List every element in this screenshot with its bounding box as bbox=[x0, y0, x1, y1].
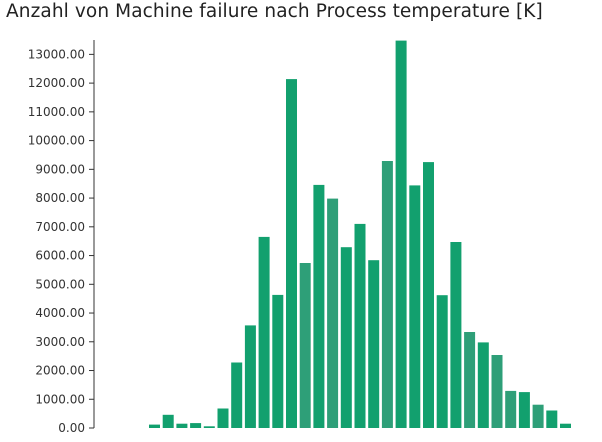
bar[interactable] bbox=[327, 198, 339, 428]
bar[interactable] bbox=[340, 247, 352, 428]
bar[interactable] bbox=[518, 392, 530, 428]
y-tick-label: 4000.00 bbox=[35, 306, 85, 320]
bar[interactable] bbox=[505, 390, 517, 428]
bar[interactable] bbox=[217, 408, 229, 429]
bar[interactable] bbox=[368, 260, 380, 428]
y-tick-label: 2000.00 bbox=[35, 364, 85, 378]
bar[interactable] bbox=[286, 79, 297, 428]
y-tick-label: 0.00 bbox=[58, 421, 85, 435]
chart-title: Anzahl von Machine failure nach Process … bbox=[6, 1, 543, 22]
bar[interactable] bbox=[546, 410, 558, 429]
bar[interactable] bbox=[272, 294, 284, 428]
bar[interactable] bbox=[381, 161, 393, 428]
y-tick-label: 3000.00 bbox=[35, 335, 85, 349]
bar[interactable] bbox=[464, 332, 476, 428]
bar[interactable] bbox=[560, 423, 571, 428]
y-tick-label: 5000.00 bbox=[35, 277, 85, 291]
bar[interactable] bbox=[436, 295, 448, 428]
bar[interactable] bbox=[244, 325, 256, 428]
bar[interactable] bbox=[409, 185, 421, 428]
y-tick-label: 7000.00 bbox=[35, 220, 85, 234]
y-tick-label: 6000.00 bbox=[35, 249, 85, 263]
bar[interactable] bbox=[395, 40, 407, 428]
bar[interactable] bbox=[423, 162, 434, 428]
bar[interactable] bbox=[354, 223, 366, 428]
bar[interactable] bbox=[491, 355, 503, 428]
bar[interactable] bbox=[477, 342, 489, 428]
bar[interactable] bbox=[203, 426, 215, 428]
bar[interactable] bbox=[162, 414, 174, 428]
y-tick-label: 11000.00 bbox=[28, 105, 85, 119]
bar[interactable] bbox=[231, 362, 243, 429]
y-tick-label: 8000.00 bbox=[35, 191, 85, 205]
bar[interactable] bbox=[258, 236, 270, 428]
bar[interactable] bbox=[313, 184, 325, 428]
bar[interactable] bbox=[532, 404, 544, 428]
y-tick-label: 9000.00 bbox=[35, 162, 85, 176]
bar[interactable] bbox=[450, 242, 462, 428]
bar[interactable] bbox=[149, 424, 160, 428]
y-tick-label: 13000.00 bbox=[28, 47, 85, 61]
bars bbox=[149, 40, 571, 429]
y-tick-label: 12000.00 bbox=[28, 76, 85, 90]
y-tick-label: 1000.00 bbox=[35, 392, 85, 406]
y-tick-label: 10000.00 bbox=[28, 134, 85, 148]
bar[interactable] bbox=[176, 423, 188, 428]
bar[interactable] bbox=[299, 263, 311, 428]
bar[interactable] bbox=[190, 423, 202, 428]
y-axis: 0.00 1000.00 2000.00 3000.00 4000.00 5000.00 6… bbox=[28, 40, 95, 435]
